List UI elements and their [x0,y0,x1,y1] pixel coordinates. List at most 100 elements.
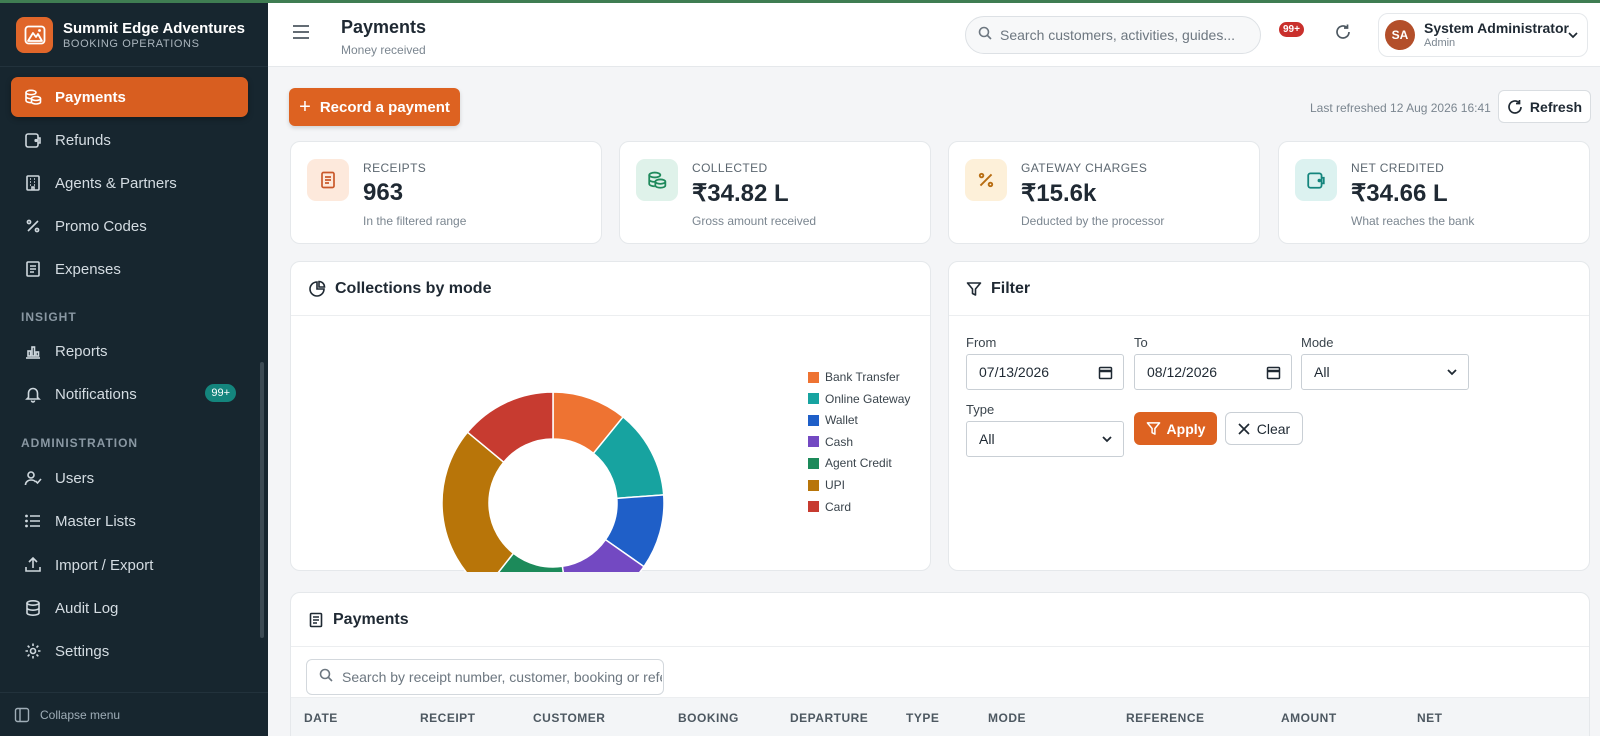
pie-slice-card[interactable] [466,391,554,464]
sidebar-item-promo-codes[interactable]: Promo Codes [11,206,248,246]
stat-card-collected: COLLECTED ₹34.82 L Gross amount received [619,141,931,244]
sidebar-item-users[interactable]: Users [11,458,248,498]
stat-card-net-credited: NET CREDITED ₹34.66 L What reaches the b… [1278,141,1590,244]
panel-header: Filter [949,262,1589,316]
from-label: From [966,335,997,350]
sidebar-item-settings[interactable]: Settings [11,631,248,671]
mountain-logo-icon [16,17,53,53]
column-header-type[interactable]: TYPE [906,711,940,725]
column-header-amount[interactable]: AMOUNT [1281,711,1337,725]
record-payment-button[interactable]: + Record a payment [289,88,460,126]
from-date-field[interactable]: 07/13/2026 [966,354,1124,390]
stat-value: ₹34.66 L [1351,180,1448,207]
sidebar-item-label: Reports [55,342,108,360]
pie-slice-cash[interactable] [561,538,645,572]
column-header-departure[interactable]: DEPARTURE [790,711,869,725]
list-icon [24,512,42,530]
pie-slice-agent-credit[interactable] [484,552,569,572]
sidebar-item-agents-partners[interactable]: Agents & Partners [11,163,248,203]
sidebar-item-label: Notifications [55,385,137,403]
calendar-icon[interactable] [1098,365,1113,380]
reload-icon[interactable] [1334,23,1352,46]
collapse-menu-label: Collapse menu [40,707,121,722]
section-label-administration: ADMINISTRATION [21,436,139,450]
chart-title: Collections by mode [335,279,492,297]
legend-item[interactable]: Bank Transfer [808,370,900,384]
section-label-insight: INSIGHT [21,310,77,324]
legend-item[interactable]: Wallet [808,413,858,427]
table-search[interactable] [306,659,664,695]
user-menu[interactable]: SA System Administrator Admin [1378,13,1588,57]
calendar-icon[interactable] [1266,365,1281,380]
legend-item[interactable]: Cash [808,435,853,449]
sidebar-item-import-export[interactable]: Import / Export [11,545,248,585]
notification-badge: 99+ [1279,22,1304,37]
stat-label: COLLECTED [692,161,768,175]
legend-swatch [808,393,819,405]
donut-chart [441,391,665,572]
mode-select[interactable]: All [1301,354,1469,390]
mode-label: Mode [1301,335,1334,350]
legend-swatch [808,457,819,469]
sidebar-item-reports[interactable]: Reports [11,331,248,371]
column-header-receipt[interactable]: RECEIPT [420,711,476,725]
stat-card-gateway-charges: GATEWAY CHARGES ₹15.6k Deducted by the p… [948,141,1260,244]
sidebar-item-expenses[interactable]: Expenses [11,249,248,289]
column-header-net[interactable]: NET [1417,711,1443,725]
clear-button[interactable]: Clear [1225,412,1303,445]
refresh-icon [1507,99,1523,115]
hamburger-menu-icon[interactable] [292,25,310,44]
legend-swatch [808,436,819,448]
plus-icon: + [299,95,311,118]
refresh-button[interactable]: Refresh [1498,90,1591,123]
column-header-booking[interactable]: BOOKING [678,711,739,725]
sidebar-item-label: Refunds [55,131,111,149]
brand-name: Summit Edge Adventures [63,19,245,37]
legend-swatch [808,371,819,383]
stat-label: GATEWAY CHARGES [1021,161,1148,175]
collapse-menu-button[interactable]: Collapse menu [0,692,268,736]
type-label: Type [966,402,995,417]
wallet-icon [1295,159,1337,201]
column-header-reference[interactable]: REFERENCE [1126,711,1205,725]
sidebar-item-payments[interactable]: Payments [11,77,248,117]
legend-label: Agent Credit [825,456,892,471]
type-select-value: All [979,431,995,447]
pie-slice-upi[interactable] [441,431,515,572]
legend-swatch [808,479,819,491]
column-header-date[interactable]: DATE [304,711,338,725]
brand[interactable]: Summit Edge Adventures BOOKING OPERATION… [16,17,245,53]
sidebar-item-audit-log[interactable]: Audit Log [11,588,248,628]
legend-item[interactable]: Card [808,500,851,514]
sidebar-item-label: Payments [55,88,126,106]
search-input[interactable] [1000,27,1240,43]
brand-subtitle: BOOKING OPERATIONS [63,37,200,50]
global-search[interactable] [965,16,1261,54]
panel-header: Collections by mode [291,262,930,316]
from-date-value: 07/13/2026 [979,364,1050,380]
sidebar-item-refunds[interactable]: Refunds [11,120,248,160]
legend-label: UPI [825,478,846,492]
sidebar-item-notifications[interactable]: Notifications 99+ [11,374,248,414]
apply-button[interactable]: Apply [1134,412,1217,445]
column-header-mode[interactable]: MODE [988,711,1026,725]
close-icon [1238,422,1250,435]
refresh-label: Refresh [1529,98,1583,115]
sidebar-item-master-lists[interactable]: Master Lists [11,501,248,541]
apply-label: Apply [1166,420,1206,437]
to-date-field[interactable]: 08/12/2026 [1134,354,1292,390]
sidebar-item-label: Settings [55,642,110,660]
legend-item[interactable]: UPI [808,478,845,492]
legend-label: Online Gateway [825,391,911,406]
column-header-customer[interactable]: CUSTOMER [533,711,606,725]
legend-item[interactable]: Agent Credit [808,456,892,470]
stat-value: ₹34.82 L [692,180,789,207]
sidebar-scrollbar[interactable] [260,362,264,638]
to-label: To [1134,335,1148,350]
legend-item[interactable]: Online Gateway [808,392,910,406]
type-select[interactable]: All [966,421,1124,457]
notifications-bell-button[interactable]: 99+ [1279,22,1309,46]
stat-value: ₹15.6k [1021,180,1097,207]
table-search-input[interactable] [342,669,662,685]
record-payment-label: Record a payment [319,98,450,116]
